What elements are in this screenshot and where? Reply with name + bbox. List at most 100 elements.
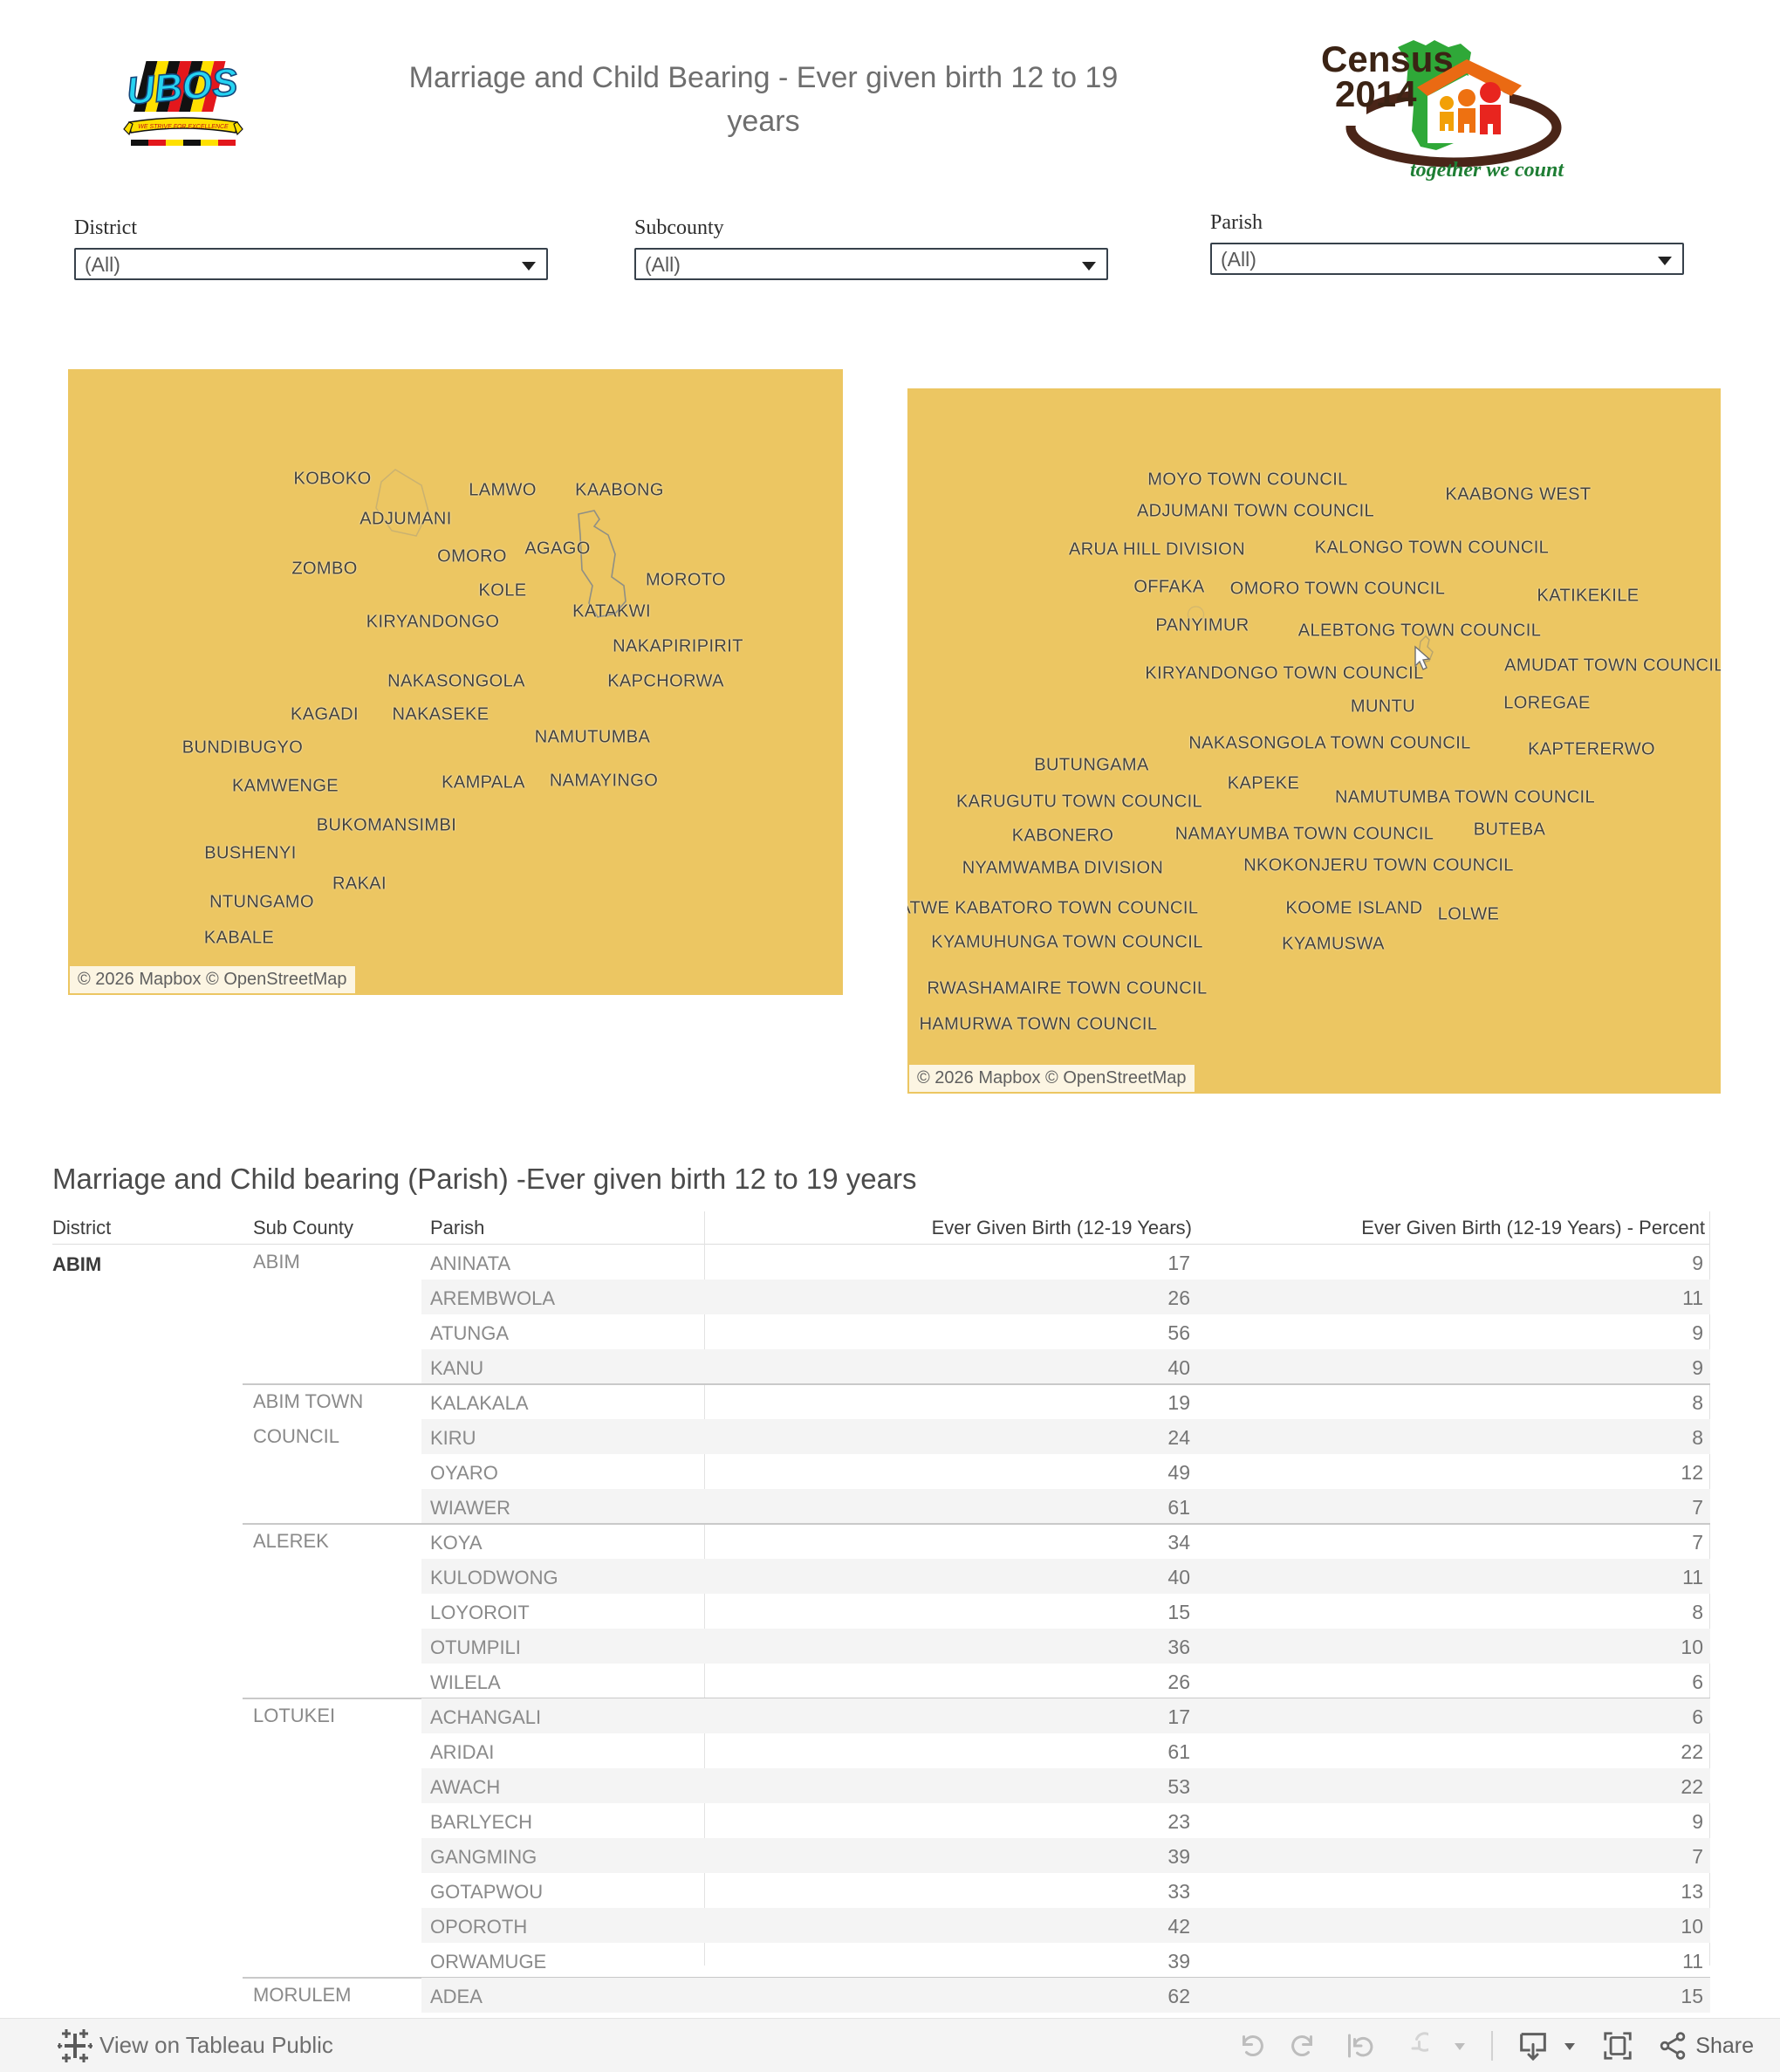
parish-map[interactable]: MOYO TOWN COUNCIL KAABONG WEST ADJUMANI TO… <box>907 388 1721 1094</box>
map-area-label: HAMURWA TOWN COUNCIL <box>919 1014 1158 1034</box>
births-cell: 17 <box>1167 1705 1190 1728</box>
map-area-label: AMUDAT TOWN COUNCIL <box>1504 655 1721 676</box>
chevron-down-icon <box>1658 257 1672 265</box>
table-row[interactable]: OPOROTH 42 10 <box>52 1908 1710 1943</box>
ubos-text: UBOS <box>125 61 239 113</box>
map-area-label: BUNDIBUGYO <box>181 738 304 758</box>
table-row[interactable]: GOTAPWOU 33 13 <box>52 1873 1710 1908</box>
table-section: Marriage and Child bearing (Parish) -Eve… <box>52 1163 1710 2044</box>
map-area-label: KALONGO TOWN COUNCIL <box>1314 538 1550 558</box>
share-button[interactable]: Share <box>1657 2030 1754 2062</box>
download-caret[interactable] <box>1561 2037 1578 2055</box>
tableau-logo-icon <box>58 2029 92 2062</box>
births-cell: 40 <box>1167 1566 1190 1588</box>
births-cell: 56 <box>1167 1321 1190 1344</box>
births-cell: 26 <box>1167 1671 1190 1693</box>
births-cell: 42 <box>1167 1915 1190 1938</box>
district-boundary-outlines <box>375 469 626 618</box>
map-area-label: OMORO <box>437 546 507 566</box>
table-row[interactable]: OYARO 49 12 <box>52 1454 1710 1489</box>
table-title: Marriage and Child bearing (Parish) -Eve… <box>52 1163 917 1195</box>
redo-button[interactable] <box>1289 2030 1320 2062</box>
table-row[interactable]: AREMBWOLA 26 11 <box>52 1280 1710 1314</box>
undo-button[interactable] <box>1235 2030 1266 2062</box>
map-area-label: KATIKEKILE <box>1537 586 1640 606</box>
district-dropdown[interactable]: (All) <box>74 248 548 280</box>
district-map[interactable]: KOBOKO LAMWO KAABONG ADJUMANI OMORO AGAGO ZOMB… <box>68 369 843 995</box>
subcounty-group-separator <box>243 1383 1710 1385</box>
column-header-district: District <box>52 1217 112 1238</box>
births-cell: 62 <box>1167 1985 1190 2007</box>
table-row[interactable]: ANINATA 17 9 <box>52 1245 1710 1280</box>
table-row[interactable]: ADEA 62 15 <box>52 1978 1710 2013</box>
map-area-label: LOLWE <box>1437 904 1500 924</box>
table-body: ABIM ABIM ANINATA 17 9 AREMBWOLA 26 11 ATUNGA 56… <box>52 1245 1710 2048</box>
ubos-logo: UBOS WE STRIVE FOR EXCELLENCE <box>123 60 243 146</box>
percent-cell: 8 <box>1692 1391 1703 1414</box>
map-attribution[interactable]: © 2026 Mapbox © OpenStreetMap <box>909 1065 1195 1092</box>
map-area-label: KAMWENGE <box>231 776 339 796</box>
table-row[interactable]: ATUNGA 56 9 <box>52 1314 1710 1349</box>
map-area-label: ZOMBO <box>291 559 358 579</box>
table-row[interactable]: OTUMPILI 36 10 <box>52 1629 1710 1664</box>
table-row[interactable]: WILELA 26 6 <box>52 1664 1710 1698</box>
filter-subcounty-label: Subcounty <box>634 216 724 239</box>
parish-cell: GOTAPWOU <box>430 1881 544 1903</box>
refresh-button[interactable] <box>1397 2030 1429 2062</box>
parish-dropdown[interactable]: (All) <box>1210 243 1684 275</box>
percent-cell: 12 <box>1681 1461 1703 1484</box>
map-attribution[interactable]: © 2026 Mapbox © OpenStreetMap <box>70 966 355 993</box>
table-row[interactable]: ARIDAI 61 22 <box>52 1733 1710 1768</box>
births-cell: 40 <box>1167 1356 1190 1379</box>
table-row[interactable]: KOYA 34 7 <box>52 1524 1710 1559</box>
births-cell: 26 <box>1167 1286 1190 1309</box>
subcounty-dropdown[interactable]: (All) <box>634 248 1108 280</box>
map-area-label: NAKASONGOLA <box>387 671 525 691</box>
map-area-label: NAMAYUMBA TOWN COUNCIL <box>1174 824 1434 844</box>
table-row[interactable]: KULODWONG 40 11 <box>52 1559 1710 1594</box>
table-row[interactable]: WIAWER 61 7 <box>52 1489 1710 1524</box>
births-cell: 49 <box>1167 1461 1190 1484</box>
table-row[interactable]: GANGMING 39 7 <box>52 1838 1710 1873</box>
parish-cell: KOYA <box>430 1532 483 1554</box>
births-cell: 34 <box>1167 1531 1190 1554</box>
percent-cell: 8 <box>1692 1426 1703 1449</box>
table-row[interactable]: ACHANGALI 17 6 <box>52 1698 1710 1733</box>
parish-cell: ARIDAI <box>430 1741 495 1763</box>
percent-cell: 9 <box>1692 1810 1703 1833</box>
replay-button[interactable] <box>1343 2030 1374 2062</box>
table-row[interactable]: ORWAMUGE 39 11 <box>52 1943 1710 1978</box>
view-on-tableau-public-link[interactable]: View on Tableau Public <box>99 2032 333 2058</box>
map-area-label: KAGADI <box>291 704 359 724</box>
subcounty-cell: ABIM <box>253 1251 300 1273</box>
mouse-cursor-icon <box>1414 645 1431 670</box>
parish-cell: KALAKALA <box>430 1392 529 1414</box>
percent-cell: 8 <box>1692 1601 1703 1623</box>
map-area-label: KAABONG WEST <box>1445 484 1592 504</box>
table-row[interactable]: KANU 40 9 <box>52 1349 1710 1384</box>
map-area-label: BUKOMANSIMBI <box>316 815 457 835</box>
fullscreen-button[interactable] <box>1601 2029 1634 2062</box>
map-area-label: OMORO TOWN COUNCIL <box>1229 579 1446 599</box>
percent-cell: 9 <box>1692 1356 1703 1379</box>
column-header-percent: Ever Given Birth (12-19 Years) - Percent <box>1361 1217 1705 1238</box>
percent-cell: 11 <box>1682 1566 1703 1588</box>
map-area-label: KARUGUTU TOWN COUNCIL <box>955 792 1203 812</box>
table-row[interactable]: KIRU 24 8 <box>52 1419 1710 1454</box>
table-row[interactable]: BARLYECH 23 9 <box>52 1803 1710 1838</box>
map-area-label: MUNTU <box>1350 696 1416 717</box>
parish-cell: ADEA <box>430 1986 483 2007</box>
parish-cell: KIRU <box>430 1427 476 1449</box>
share-label: Share <box>1695 2033 1754 2058</box>
parish-cell: ORWAMUGE <box>430 1951 547 1973</box>
percent-cell: 10 <box>1681 1915 1703 1938</box>
births-cell: 24 <box>1167 1426 1190 1449</box>
more-options-caret[interactable] <box>1451 2037 1468 2055</box>
map-area-label: KYAMUSWA <box>1282 934 1385 954</box>
table-row[interactable]: KALAKALA 19 8 <box>52 1384 1710 1419</box>
map-area-label: KOOME ISLAND <box>1285 898 1423 918</box>
table-row[interactable]: AWACH 53 22 <box>52 1768 1710 1803</box>
download-button[interactable] <box>1516 2028 1551 2063</box>
map-area-label: NAKASONGOLA TOWN COUNCIL <box>1188 733 1471 753</box>
table-row[interactable]: LOYOROIT 15 8 <box>52 1594 1710 1629</box>
